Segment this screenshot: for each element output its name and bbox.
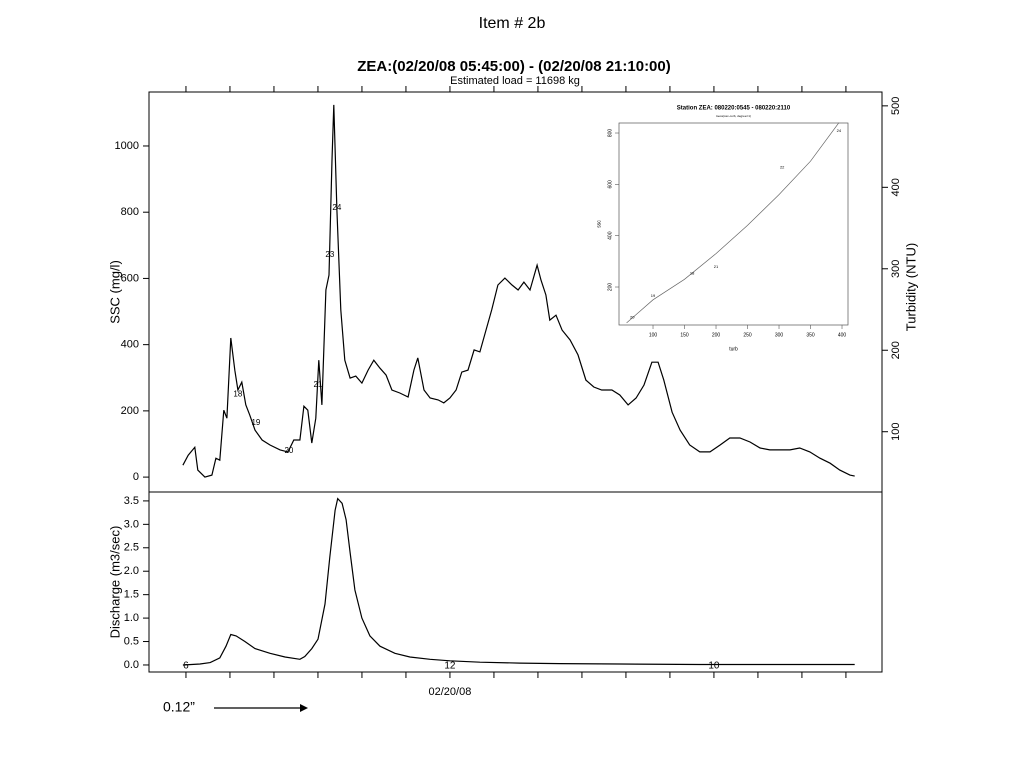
x-axis-label: turb: [729, 346, 738, 352]
annotation: 0.12”: [163, 699, 195, 715]
y-tick-label: 2.0: [124, 565, 139, 577]
y2-tick-label: 500: [890, 97, 902, 115]
y-tick-label: 1.5: [124, 589, 139, 601]
y-tick-label: 400: [121, 339, 139, 351]
sample-label: 21: [313, 380, 322, 389]
y-tick-label: 200: [607, 283, 613, 292]
inset-frame: [618, 122, 849, 326]
point-label: 21: [714, 264, 719, 269]
y2-tick-label: 100: [890, 423, 902, 441]
sample-label: 20: [284, 446, 293, 455]
y-tick-label: 800: [607, 129, 613, 138]
point-label: 6: [183, 661, 189, 672]
y-axis-label: SSC (mg/l): [107, 260, 122, 324]
point-label: 19: [651, 293, 656, 298]
point-label: 20: [630, 315, 635, 320]
y-tick-label: 3.5: [124, 495, 139, 507]
y2-tick-label: 200: [890, 341, 902, 359]
point-label: 18: [690, 271, 695, 276]
y-tick-label: 1000: [115, 140, 139, 152]
y-tick-label: 400: [607, 231, 613, 240]
x-tick-label: 200: [712, 332, 721, 338]
y-tick-label: 200: [121, 405, 139, 417]
y-axis-label: ssc: [596, 220, 602, 228]
arrow-head: [300, 704, 308, 712]
page-title: Item # 2b: [479, 15, 546, 32]
chart-title: ZEA:(02/20/08 05:45:00) - (02/20/08 21:1…: [357, 58, 671, 75]
inset-title: Station ZEA: 080220:0545 - 080220:2110: [677, 106, 791, 112]
y-tick-label: 0.0: [124, 659, 139, 671]
y-tick-label: 0.5: [124, 635, 139, 647]
y-tick-label: 2.5: [124, 542, 139, 554]
y-tick-label: 1.0: [124, 612, 139, 624]
point-label: 24: [837, 128, 842, 133]
plot-frame: [148, 491, 883, 673]
sample-label: 24: [332, 203, 341, 212]
x-tick-label: 300: [775, 332, 784, 338]
x-tick-label: 350: [806, 332, 815, 338]
x-tick-label: 02/20/08: [429, 686, 472, 698]
inset-subtitle: loess(ssc~turb, degree=1): [716, 114, 751, 118]
sample-label: 18: [233, 389, 242, 398]
x-tick-label: 100: [649, 332, 658, 338]
y-tick-label: 800: [121, 206, 139, 218]
y-tick-label: 0: [133, 471, 139, 483]
y-axis-label: Discharge (m3/sec): [107, 526, 122, 639]
y-tick-label: 3.0: [124, 518, 139, 530]
y2-axis-label: Turbidity (NTU): [903, 243, 918, 331]
x-tick-label: 400: [838, 332, 847, 338]
sample-label: 23: [325, 250, 334, 259]
data-line: [182, 104, 855, 478]
y2-tick-label: 300: [890, 260, 902, 278]
y-tick-label: 600: [607, 180, 613, 189]
point-label: 10: [708, 661, 720, 672]
chart-subtitle: Estimated load = 11698 kg: [450, 75, 580, 87]
x-tick-label: 150: [680, 332, 689, 338]
sample-label: 19: [251, 418, 260, 427]
y-tick-label: 600: [121, 272, 139, 284]
y2-tick-label: 400: [890, 178, 902, 196]
point-label: 12: [444, 661, 456, 672]
point-label: 22: [780, 165, 785, 170]
x-tick-label: 250: [743, 332, 752, 338]
data-line: [626, 122, 840, 324]
data-line: [182, 497, 855, 666]
